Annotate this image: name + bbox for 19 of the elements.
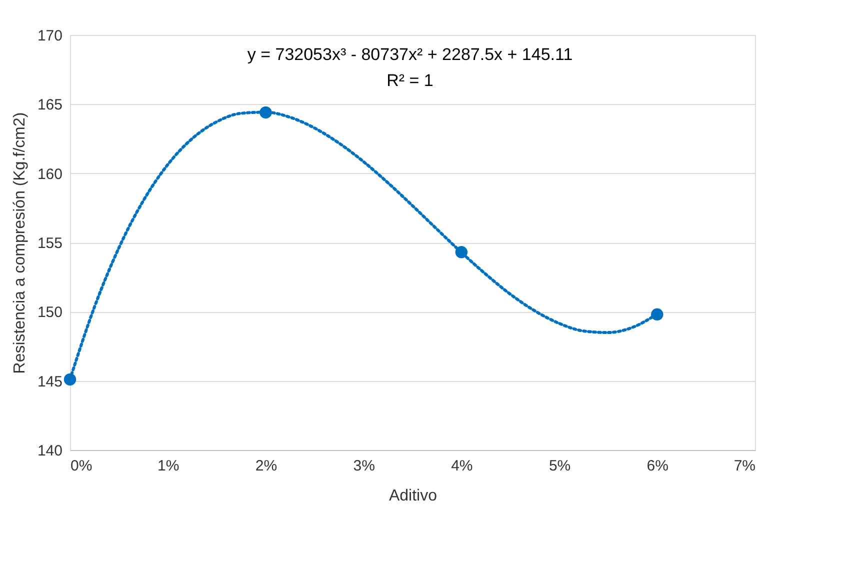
y-tick-label: 160 xyxy=(37,166,62,183)
x-tick-label: 5% xyxy=(548,458,571,474)
x-axis-title: Aditivo xyxy=(388,488,438,504)
y-axis-title: Resistencia a compresión (Kg.f/cm2) xyxy=(11,112,28,374)
annotation: y = 732053x³ - 80737x² + 2287.5x + 145.11 xyxy=(247,45,573,64)
y-tick-label: 150 xyxy=(37,304,62,322)
x-tick-label: 2% xyxy=(255,458,278,474)
y-tick-label: 155 xyxy=(37,235,62,252)
x-tick-label: 6% xyxy=(646,458,668,474)
annotation: R² = 1 xyxy=(386,71,434,90)
x-tick-label: 4% xyxy=(451,458,473,474)
y-tick-label: 145 xyxy=(37,373,62,390)
y-tick-label: 165 xyxy=(37,96,62,114)
y-tick-label: 140 xyxy=(37,442,62,460)
x-tick-label: 7% xyxy=(734,458,756,474)
x-tick-label: 3% xyxy=(353,458,375,474)
x-tick-label: 1% xyxy=(158,458,180,474)
y-tick-label: 170 xyxy=(37,28,62,44)
x-tick-label: 0% xyxy=(70,458,92,474)
